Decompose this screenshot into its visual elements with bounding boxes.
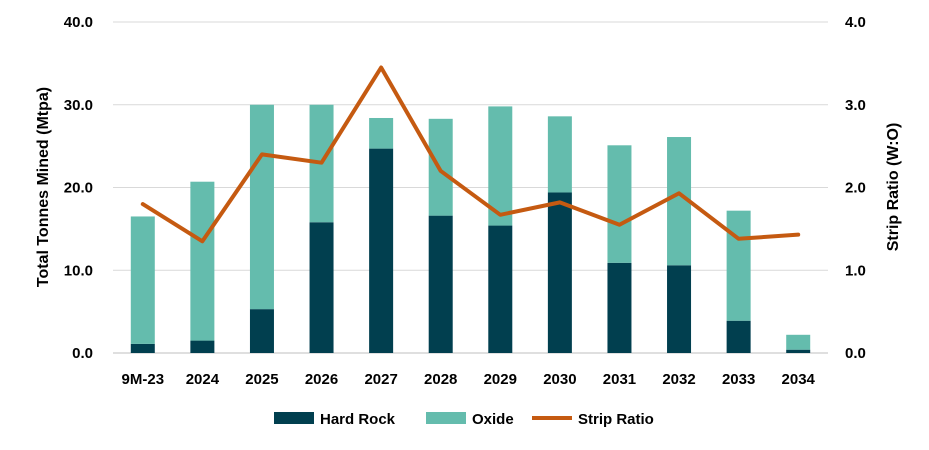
right-tick-label: 1.0	[845, 262, 866, 279]
x-tick-label: 2027	[364, 371, 397, 388]
right-tick-label: 4.0	[845, 14, 866, 31]
x-tick-label: 2029	[484, 371, 517, 388]
x-tick-label: 2034	[782, 371, 816, 388]
bar-hard-rock	[190, 340, 215, 353]
x-tick-label: 2030	[543, 371, 576, 388]
bar-hard-rock	[369, 148, 394, 353]
bar-oxide	[190, 181, 215, 341]
bar-hard-rock	[309, 222, 334, 353]
left-tick-label: 40.0	[64, 14, 93, 31]
bar-hard-rock	[786, 349, 811, 353]
bar-hard-rock	[547, 192, 572, 353]
bar-hard-rock	[249, 309, 274, 353]
legend-swatch-hard-rock	[274, 412, 314, 424]
legend-swatch-oxide	[426, 412, 466, 424]
right-axis-ticks: 0.0 1.0 2.0 3.0 4.0	[845, 14, 866, 362]
x-tick-label: 2032	[662, 371, 695, 388]
bar-oxide	[786, 334, 811, 350]
bar-hard-rock	[726, 320, 751, 353]
legend-label-hard-rock: Hard Rock	[320, 411, 396, 428]
left-axis-title: Total Tonnes Mined (Mtpa)	[35, 87, 52, 287]
x-tick-label: 9M-23	[122, 371, 165, 388]
right-axis-title: Strip Ratio (W:O)	[885, 123, 902, 252]
bar-oxide	[547, 116, 572, 193]
strip-ratio-series	[140, 65, 801, 244]
left-tick-label: 0.0	[72, 345, 93, 362]
left-tick-label: 30.0	[64, 97, 93, 114]
right-tick-label: 3.0	[845, 97, 866, 114]
x-tick-label: 2025	[245, 371, 278, 388]
x-tick-label: 2033	[722, 371, 755, 388]
left-axis-ticks: 0.0 10.0 20.0 30.0 40.0	[64, 14, 93, 362]
bar-hard-rock	[488, 225, 513, 353]
bar-hard-rock	[667, 265, 692, 353]
x-tick-label: 2026	[305, 371, 338, 388]
bar-oxide	[130, 216, 155, 344]
bar-oxide	[726, 210, 751, 321]
left-tick-label: 20.0	[64, 180, 93, 197]
legend-label-oxide: Oxide	[472, 411, 514, 428]
right-tick-label: 2.0	[845, 180, 866, 197]
bar-oxide	[488, 106, 513, 226]
legend: Hard Rock Oxide Strip Ratio	[274, 411, 654, 428]
x-tick-label: 2024	[186, 371, 220, 388]
left-tick-label: 10.0	[64, 262, 93, 279]
x-axis-ticks: 9M-23 2024 2025 2026 2027 2028 2029 2030 2031 203…	[122, 371, 816, 388]
x-tick-label: 2028	[424, 371, 457, 388]
strip-ratio-line	[140, 65, 801, 244]
bar-hard-rock	[607, 262, 632, 353]
right-tick-label: 0.0	[845, 345, 866, 362]
bar-series	[130, 104, 811, 353]
gridlines	[113, 21, 828, 354]
legend-label-strip-ratio: Strip Ratio	[578, 411, 654, 428]
x-tick-label: 2031	[603, 371, 636, 388]
bar-hard-rock	[130, 343, 155, 353]
bar-oxide	[369, 117, 394, 149]
bar-oxide	[249, 104, 274, 310]
bar-oxide	[607, 145, 632, 263]
bar-hard-rock	[428, 215, 453, 353]
